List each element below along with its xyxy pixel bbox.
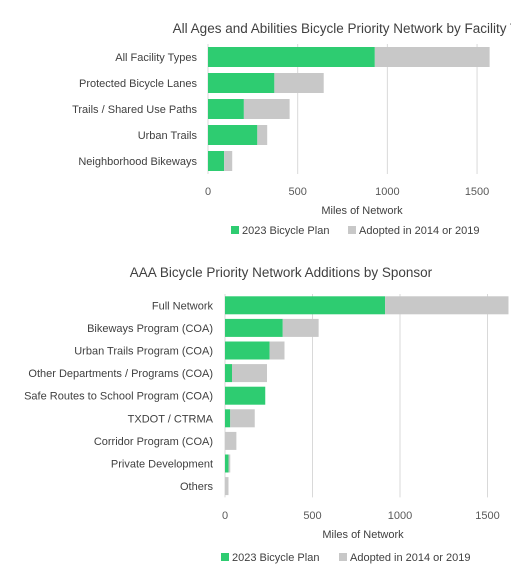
category-label: Urban Trails Program (COA) bbox=[74, 346, 213, 358]
chart-facility-type: All Ages and Abilities Bicycle Priority … bbox=[72, 21, 511, 237]
bar-txdot-ctrma-2023 bbox=[225, 409, 231, 428]
bars bbox=[225, 296, 509, 496]
legend-swatch-2023 bbox=[231, 226, 239, 234]
bar-full-network-2023 bbox=[225, 296, 386, 315]
bar-bikeways-program-coa-adopted bbox=[282, 318, 319, 337]
category-label: Corridor Program (COA) bbox=[94, 436, 213, 448]
x-tick-label: 0 bbox=[222, 510, 228, 522]
category-label: Trails / Shared Use Paths bbox=[72, 104, 197, 116]
bar-urban-trails-adopted bbox=[257, 125, 268, 145]
x-tick-label: 0 bbox=[205, 186, 211, 198]
category-label: TXDOT / CTRMA bbox=[128, 413, 214, 425]
legend-label-adopted: Adopted in 2014 or 2019 bbox=[359, 225, 480, 237]
category-label: Private Development bbox=[111, 459, 213, 471]
category-label: Other Departments / Programs (COA) bbox=[28, 368, 213, 380]
bar-protected-bicycle-lanes-adopted bbox=[274, 73, 324, 93]
legend: 2023 Bicycle Plan Adopted in 2014 or 201… bbox=[221, 552, 471, 564]
bar-full-network-adopted bbox=[385, 296, 509, 315]
category-label: All Facility Types bbox=[115, 52, 197, 64]
x-tick-label: 1000 bbox=[388, 510, 412, 522]
category-label: Safe Routes to School Program (COA) bbox=[24, 391, 213, 403]
chart-title: AAA Bicycle Priority Network Additions b… bbox=[130, 265, 433, 280]
legend-swatch-2023 bbox=[221, 553, 229, 561]
bar-trails-shared-use-paths-2023 bbox=[208, 99, 244, 119]
x-tick-label: 1500 bbox=[465, 186, 489, 198]
legend-swatch-adopted bbox=[348, 226, 356, 234]
bar-other-departments-programs-coa-2023 bbox=[225, 364, 232, 383]
legend-swatch-adopted bbox=[339, 553, 347, 561]
x-axis-label: Miles of Network bbox=[321, 205, 403, 217]
bar-bikeways-program-coa-2023 bbox=[225, 318, 283, 337]
bar-protected-bicycle-lanes-2023 bbox=[208, 73, 275, 93]
category-label: Full Network bbox=[152, 300, 214, 312]
legend-label-2023: 2023 Bicycle Plan bbox=[242, 225, 329, 237]
x-axis-label: Miles of Network bbox=[322, 529, 404, 541]
tick-labels: 0 500 1000 1500 bbox=[205, 186, 489, 198]
bar-others-adopted bbox=[225, 477, 229, 496]
legend: 2023 Bicycle Plan Adopted in 2014 or 201… bbox=[231, 225, 480, 237]
x-tick-label: 1000 bbox=[375, 186, 399, 198]
bar-neighborhood-bikeways-2023 bbox=[208, 151, 225, 171]
chart-sponsor: AAA Bicycle Priority Network Additions b… bbox=[24, 265, 509, 564]
category-label: Protected Bicycle Lanes bbox=[79, 78, 198, 90]
bar-neighborhood-bikeways-adopted bbox=[224, 151, 233, 171]
category-label: Neighborhood Bikeways bbox=[78, 156, 197, 168]
category-labels: All Facility Types Protected Bicycle Lane… bbox=[72, 52, 197, 168]
category-label: Bikeways Program (COA) bbox=[87, 323, 213, 335]
category-label: Others bbox=[180, 481, 214, 493]
chart-title: All Ages and Abilities Bicycle Priority … bbox=[173, 21, 511, 36]
bar-urban-trails-2023 bbox=[208, 125, 258, 145]
bar-private-development-adopted bbox=[228, 454, 231, 473]
bar-all-facility-types-2023 bbox=[208, 47, 375, 67]
bar-private-development-2023 bbox=[225, 454, 229, 473]
category-label: Urban Trails bbox=[138, 130, 198, 142]
bar-other-departments-programs-coa-adopted bbox=[232, 364, 267, 383]
bar-all-facility-types-adopted bbox=[374, 47, 490, 67]
bar-safe-routes-to-school-program-coa-2023 bbox=[225, 386, 266, 405]
bars bbox=[208, 47, 490, 171]
tick-labels: 0 500 1000 1500 bbox=[222, 510, 500, 522]
bar-corridor-program-coa-adopted bbox=[225, 431, 237, 450]
x-tick-label: 1500 bbox=[475, 510, 499, 522]
category-labels: Full Network Bikeways Program (COA) Urban … bbox=[24, 300, 214, 493]
legend-label-adopted: Adopted in 2014 or 2019 bbox=[350, 552, 471, 564]
bar-urban-trails-program-coa-adopted bbox=[269, 341, 285, 360]
legend-label-2023: 2023 Bicycle Plan bbox=[232, 552, 319, 564]
x-tick-label: 500 bbox=[289, 186, 307, 198]
x-tick-label: 500 bbox=[303, 510, 321, 522]
bar-urban-trails-program-coa-2023 bbox=[225, 341, 270, 360]
bar-trails-shared-use-paths-adopted bbox=[243, 99, 290, 119]
bar-txdot-ctrma-adopted bbox=[230, 409, 255, 428]
